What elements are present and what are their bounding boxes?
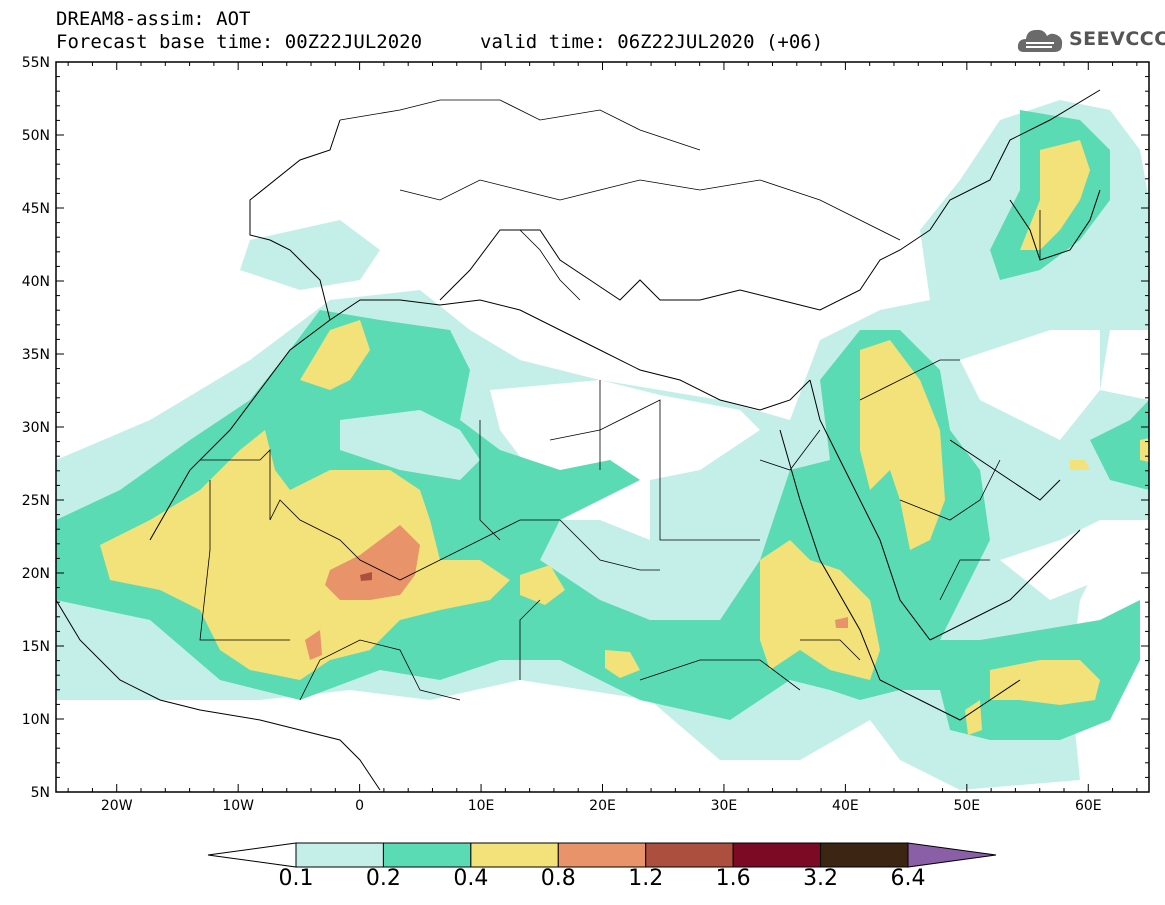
colorbar-label: 0.1: [278, 866, 314, 891]
colorbar-under-arrow: [207, 842, 297, 868]
latitude-labels: 55N 50N 45N 40N 35N 30N 25N 20N 15N 10N 5N: [22, 55, 50, 801]
lon-tick-label: 10E: [468, 798, 495, 814]
colorbar-label: 3.2: [803, 866, 839, 891]
lat-tick-label: 50N: [22, 128, 50, 144]
lat-tick-label: 45N: [22, 201, 50, 217]
colorbar-box: [295, 842, 384, 868]
seevccc-logo: SEEVCCC: [1016, 24, 1165, 58]
colorbar-box: [382, 842, 472, 868]
lon-tick-label: 20W: [101, 798, 133, 814]
cloud-icon: [1017, 29, 1063, 52]
lon-tick-label: 30E: [711, 798, 738, 814]
colorbar-label: 1.6: [715, 866, 751, 891]
forecast-time-line: Forecast base time: 00Z22JUL2020 valid ti…: [56, 31, 823, 53]
lon-tick-label: 60E: [1075, 798, 1102, 814]
colorbar-box: [820, 842, 909, 868]
country-borders: [199, 99, 1041, 701]
lon-tick-label: 20E: [589, 798, 616, 814]
lon-tick-label: 10W: [222, 798, 254, 814]
colorbar-box: [557, 842, 647, 868]
colorbar-box: [732, 842, 822, 868]
lat-tick-label: 55N: [22, 55, 50, 71]
lat-tick-label: 15N: [22, 639, 50, 655]
valid-time: valid time: 06Z22JUL2020 (+06): [480, 31, 824, 53]
coastlines: [56, 89, 1101, 791]
axis-ticks: [56, 61, 1149, 793]
aot-band-04: [100, 140, 1149, 735]
aot-band-12: [360, 572, 372, 581]
lat-tick-label: 5N: [31, 785, 50, 801]
lat-tick-label: 40N: [22, 274, 50, 290]
colorbar-label: 1.2: [628, 866, 664, 891]
lat-tick-label: 20N: [22, 566, 50, 582]
logo-text: SEEVCCC: [1069, 28, 1165, 50]
base-time: Forecast base time: 00Z22JUL2020: [56, 31, 423, 53]
aot-low-patch: [340, 410, 480, 480]
colorbar-label: 0.8: [540, 866, 576, 891]
colorbar-box: [645, 842, 734, 868]
lat-tick-label: 25N: [22, 493, 50, 509]
lat-tick-label: 10N: [22, 712, 50, 728]
lat-tick-label: 30N: [22, 420, 50, 436]
lon-tick-label: 0: [355, 798, 364, 814]
aot-field: [56, 89, 1149, 791]
lon-tick-label: 50E: [953, 798, 980, 814]
colorbar-over-arrow: [907, 842, 997, 868]
lon-tick-label: 40E: [832, 798, 859, 814]
colorbar: [207, 842, 997, 868]
lat-tick-label: 35N: [22, 347, 50, 363]
longitude-labels: 20W 10W 0 10E 20E 30E 40E 50E 60E: [101, 798, 1102, 814]
colorbar-label: 0.2: [365, 866, 401, 891]
colorbar-label: 0.4: [453, 866, 489, 891]
chart-title: DREAM8-assim: AOT: [56, 8, 251, 30]
aot-band-08: [305, 525, 848, 660]
colorbar-box: [470, 842, 559, 868]
colorbar-label: 6.4: [890, 866, 926, 891]
